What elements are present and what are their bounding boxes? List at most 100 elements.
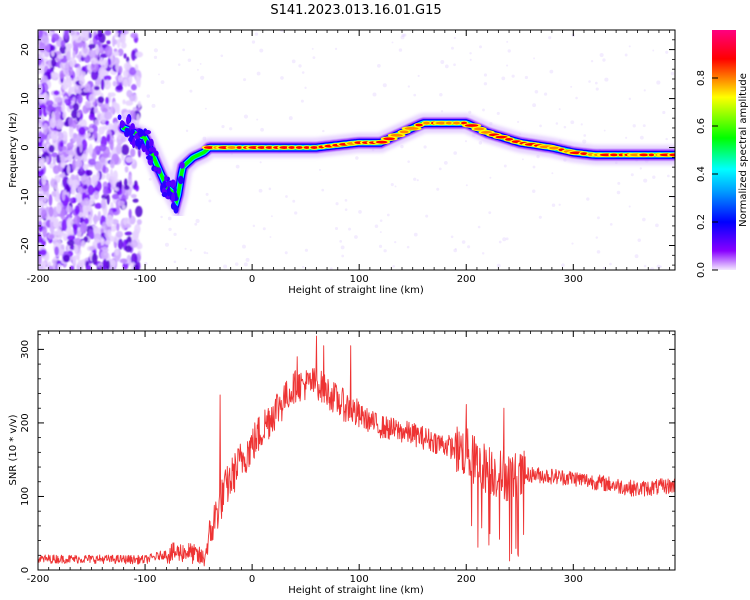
background-speck xyxy=(453,151,457,155)
background-speck xyxy=(450,46,454,50)
noise-blob xyxy=(83,236,89,243)
background-speck xyxy=(662,110,666,115)
noise-blob xyxy=(119,258,128,264)
noise-blob xyxy=(79,77,86,86)
background-speck xyxy=(507,49,511,53)
spectrogram-y-label: Frequency (Hz) xyxy=(8,112,19,188)
background-speck xyxy=(400,35,405,40)
noise-blob xyxy=(124,245,133,253)
background-speck xyxy=(416,179,419,182)
background-speck xyxy=(655,223,659,228)
noise-blob xyxy=(61,190,66,201)
noise-blob xyxy=(67,235,76,241)
noise-blob xyxy=(89,245,95,251)
background-speck xyxy=(522,158,524,161)
ridge-hot-red xyxy=(257,146,266,149)
noise-blob xyxy=(103,79,112,90)
noise-blob xyxy=(59,141,64,148)
background-speck xyxy=(379,231,382,234)
background-speck xyxy=(548,36,552,40)
noise-blob xyxy=(132,198,139,203)
background-speck xyxy=(260,127,264,132)
noise-blob xyxy=(110,168,114,181)
background-speck xyxy=(189,89,193,93)
ridge-blob xyxy=(171,193,175,203)
snr-axes: -200 -100 0 100 200 300 0 100 200 300 xyxy=(20,331,675,585)
colorbar-tick-label: 0.6 xyxy=(696,118,707,134)
noise-blob xyxy=(66,217,73,229)
background-speck xyxy=(594,81,598,85)
noise-blob xyxy=(130,239,138,248)
noise-blob xyxy=(89,49,96,58)
spectrogram-y-tick-label: 0 xyxy=(20,144,31,150)
background-speck xyxy=(243,114,249,119)
background-speck xyxy=(543,92,548,96)
noise-blob xyxy=(137,101,142,108)
background-speck xyxy=(390,183,394,187)
noise-blob xyxy=(38,30,43,38)
colorbar-gradient xyxy=(712,30,736,270)
background-speck xyxy=(194,222,198,226)
background-speck xyxy=(506,64,509,67)
noise-blob xyxy=(130,148,136,158)
ridge-blob xyxy=(131,138,136,149)
ridge-blob xyxy=(144,129,152,135)
noise-blob xyxy=(60,40,66,48)
background-speck xyxy=(334,226,339,231)
noise-blob xyxy=(43,143,47,152)
ridge-hot-red xyxy=(609,153,618,157)
ridge-blob xyxy=(145,139,150,150)
background-speck xyxy=(469,52,472,55)
background-speck xyxy=(482,108,485,112)
noise-blob xyxy=(39,115,45,122)
noise-blob xyxy=(38,94,47,101)
background-speck xyxy=(302,265,305,269)
spectrogram-x-label: Height of straight line (km) xyxy=(288,285,424,296)
noise-blob xyxy=(69,265,75,270)
background-speck xyxy=(394,240,397,244)
ridge-blob xyxy=(124,131,131,136)
snr-frame xyxy=(37,330,676,571)
noise-blob xyxy=(80,174,89,185)
background-speck xyxy=(173,260,177,264)
noise-blob xyxy=(70,187,76,195)
noise-blob xyxy=(78,126,86,136)
background-speck xyxy=(524,75,529,80)
background-speck xyxy=(160,215,163,219)
noise-blob xyxy=(81,240,86,248)
background-speck xyxy=(339,240,343,243)
noise-blob xyxy=(76,253,80,261)
background-speck xyxy=(400,144,404,149)
noise-blob xyxy=(41,260,49,265)
background-speck xyxy=(582,139,587,144)
noise-blob xyxy=(124,223,132,228)
noise-blob xyxy=(82,67,87,72)
background-speck xyxy=(632,124,636,128)
noise-blob xyxy=(74,205,80,216)
background-speck xyxy=(285,195,288,198)
spectrogram-x-tick-label: -100 xyxy=(134,274,157,285)
background-speck xyxy=(603,129,606,132)
noise-blob xyxy=(111,57,120,66)
noise-blob xyxy=(50,50,55,57)
background-speck xyxy=(596,250,601,254)
noise-blob xyxy=(62,145,67,151)
noise-blob xyxy=(123,69,129,78)
ridge-blob xyxy=(157,167,162,175)
noise-blob xyxy=(38,220,42,228)
noise-blob xyxy=(82,223,88,232)
noise-blob xyxy=(55,119,64,130)
background-speck xyxy=(555,122,559,125)
noise-blob xyxy=(69,126,74,139)
noise-blob xyxy=(54,96,62,103)
background-speck xyxy=(468,110,472,114)
noise-blob xyxy=(116,143,122,155)
noise-blob xyxy=(135,205,143,218)
noise-blob xyxy=(124,185,130,191)
background-speck xyxy=(443,160,448,165)
background-speck xyxy=(665,137,668,141)
ridge-hot-red xyxy=(423,121,431,125)
background-speck xyxy=(251,40,256,44)
